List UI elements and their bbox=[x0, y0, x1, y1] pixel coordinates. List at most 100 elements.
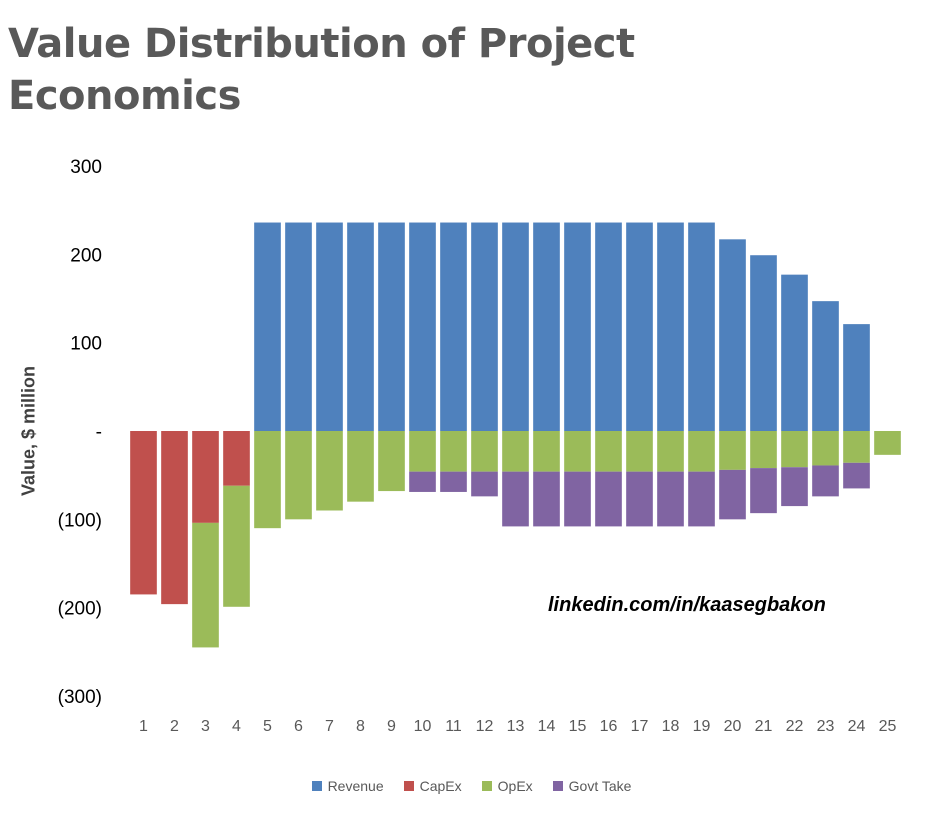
bar-govt-take-18 bbox=[657, 471, 684, 527]
legend-swatch bbox=[311, 781, 322, 791]
x-tick-label: 1 bbox=[139, 718, 148, 735]
bar-opex-14 bbox=[533, 431, 560, 472]
y-tick-label: (200) bbox=[58, 599, 102, 620]
bar-govt-take-17 bbox=[626, 471, 653, 527]
bar-govt-take-23 bbox=[812, 465, 839, 497]
y-tick-label: 200 bbox=[70, 245, 102, 266]
x-tick-label: 3 bbox=[201, 718, 210, 735]
bar-revenue-22 bbox=[781, 274, 808, 431]
bar-revenue-5 bbox=[254, 222, 281, 431]
x-tick-label: 15 bbox=[569, 718, 587, 735]
bar-revenue-10 bbox=[409, 222, 436, 431]
bar-capex-3 bbox=[192, 431, 219, 523]
y-tick-label: (100) bbox=[58, 510, 102, 531]
x-tick-label: 2 bbox=[170, 718, 179, 735]
bar-opex-25 bbox=[874, 431, 901, 455]
x-tick-label: 25 bbox=[879, 718, 897, 735]
legend-label: OpEx bbox=[497, 778, 533, 794]
bar-revenue-12 bbox=[471, 222, 498, 431]
legend-swatch bbox=[552, 781, 563, 791]
x-tick-label: 20 bbox=[724, 718, 742, 735]
bar-opex-17 bbox=[626, 431, 653, 472]
bar-opex-19 bbox=[688, 431, 715, 472]
x-tick-label: 24 bbox=[848, 718, 866, 735]
x-tick-label: 4 bbox=[232, 718, 241, 735]
bar-opex-23 bbox=[812, 431, 839, 466]
bar-capex-1 bbox=[130, 431, 157, 595]
legend-item-revenue: Revenue bbox=[311, 778, 384, 794]
bar-govt-take-24 bbox=[843, 462, 870, 489]
bar-govt-take-15 bbox=[564, 471, 591, 527]
legend-label: CapEx bbox=[419, 778, 462, 794]
bar-opex-10 bbox=[409, 431, 436, 472]
y-tick-label: 100 bbox=[70, 334, 102, 355]
bar-opex-18 bbox=[657, 431, 684, 472]
bar-govt-take-11 bbox=[440, 471, 467, 492]
bar-revenue-19 bbox=[688, 222, 715, 431]
bar-opex-6 bbox=[285, 431, 312, 520]
bar-revenue-13 bbox=[502, 222, 529, 431]
y-tick-label: - bbox=[96, 422, 102, 443]
bar-revenue-24 bbox=[843, 324, 870, 431]
y-tick-label: 300 bbox=[70, 157, 102, 178]
bar-opex-5 bbox=[254, 431, 281, 529]
legend-item-opex: OpEx bbox=[481, 778, 533, 794]
x-tick-label: 18 bbox=[662, 718, 680, 735]
bar-govt-take-13 bbox=[502, 471, 529, 527]
bar-govt-take-14 bbox=[533, 471, 560, 527]
x-tick-label: 7 bbox=[325, 718, 334, 735]
bar-opex-16 bbox=[595, 431, 622, 472]
bar-revenue-15 bbox=[564, 222, 591, 431]
x-tick-label: 6 bbox=[294, 718, 303, 735]
bar-opex-9 bbox=[378, 431, 405, 492]
x-tick-label: 12 bbox=[476, 718, 494, 735]
x-tick-label: 13 bbox=[507, 718, 525, 735]
x-tick-label: 19 bbox=[693, 718, 711, 735]
bar-opex-15 bbox=[564, 431, 591, 472]
bar-opex-21 bbox=[750, 431, 777, 469]
bar-revenue-20 bbox=[719, 239, 746, 431]
bar-revenue-9 bbox=[378, 222, 405, 431]
bar-opex-11 bbox=[440, 431, 467, 472]
x-tick-label: 8 bbox=[356, 718, 365, 735]
x-tick-label: 11 bbox=[445, 718, 462, 735]
bar-revenue-6 bbox=[285, 222, 312, 431]
legend-swatch bbox=[481, 781, 492, 791]
bar-capex-2 bbox=[161, 431, 188, 605]
y-tick-label: (300) bbox=[58, 687, 102, 708]
x-tick-label: 17 bbox=[631, 718, 649, 735]
x-tick-label: 9 bbox=[387, 718, 396, 735]
bar-opex-8 bbox=[347, 431, 374, 502]
bar-govt-take-10 bbox=[409, 471, 436, 492]
bar-govt-take-20 bbox=[719, 469, 746, 520]
legend-swatch bbox=[403, 781, 414, 791]
bar-revenue-11 bbox=[440, 222, 467, 431]
bar-revenue-17 bbox=[626, 222, 653, 431]
bar-opex-20 bbox=[719, 431, 746, 470]
x-tick-label: 5 bbox=[263, 718, 272, 735]
x-tick-label: 16 bbox=[600, 718, 618, 735]
x-tick-label: 23 bbox=[817, 718, 835, 735]
chart-legend: Revenue CapEx OpEx Govt Take bbox=[0, 778, 943, 794]
bar-opex-4 bbox=[223, 485, 250, 607]
bar-govt-take-22 bbox=[781, 467, 808, 507]
bar-opex-22 bbox=[781, 431, 808, 468]
bar-revenue-14 bbox=[533, 222, 560, 431]
chart-title: Value Distribution of Project Economics bbox=[8, 21, 635, 119]
legend-label: Revenue bbox=[327, 778, 384, 794]
bar-opex-7 bbox=[316, 431, 343, 511]
legend-item-capex: CapEx bbox=[403, 778, 462, 794]
bar-govt-take-19 bbox=[688, 471, 715, 527]
x-tick-label: 14 bbox=[538, 718, 556, 735]
bar-opex-24 bbox=[843, 431, 870, 463]
bar-govt-take-16 bbox=[595, 471, 622, 527]
bar-revenue-16 bbox=[595, 222, 622, 431]
bar-revenue-18 bbox=[657, 222, 684, 431]
bar-opex-13 bbox=[502, 431, 529, 472]
bar-govt-take-21 bbox=[750, 468, 777, 514]
bar-capex-4 bbox=[223, 431, 250, 486]
bar-opex-12 bbox=[471, 431, 498, 472]
bar-revenue-8 bbox=[347, 222, 374, 431]
bar-revenue-21 bbox=[750, 255, 777, 431]
legend-item-govt-take: Govt Take bbox=[552, 778, 631, 794]
